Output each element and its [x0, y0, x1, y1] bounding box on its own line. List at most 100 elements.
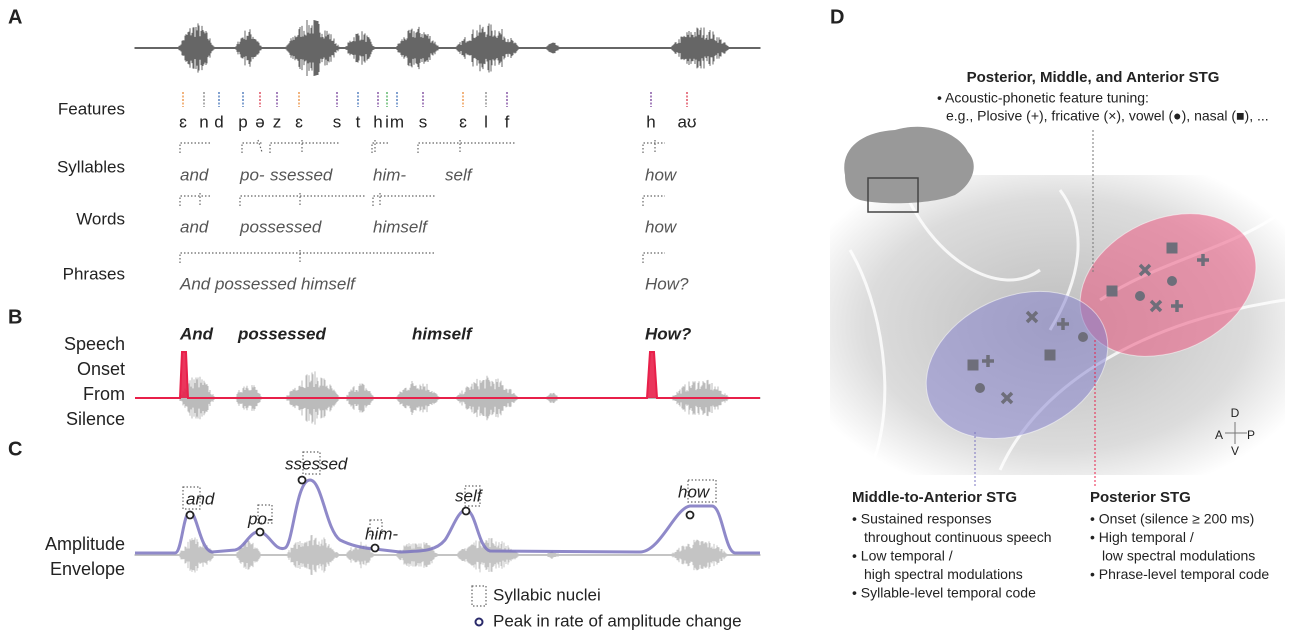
row-label: Features — [58, 99, 125, 118]
region-line: • Phrase-level temporal code — [1090, 566, 1269, 582]
panel-label: C — [8, 438, 22, 460]
legend-marker — [476, 619, 483, 626]
feature: t — [356, 112, 361, 131]
syllable: how — [678, 482, 711, 501]
feature: f — [505, 112, 510, 131]
dot-symbol — [1135, 291, 1145, 301]
row-label: Phrases — [63, 264, 125, 283]
syllable: and — [186, 489, 215, 508]
word: himself — [373, 217, 429, 236]
peak-marker — [187, 512, 194, 519]
region-line: low spectral modulations — [1102, 548, 1255, 564]
panel-label: A — [8, 6, 22, 28]
orientation: A — [1215, 428, 1223, 442]
square — [968, 360, 979, 371]
y-label: Silence — [66, 409, 125, 429]
feature: ɛ — [295, 112, 303, 131]
feature: aʊ — [677, 112, 696, 131]
region-title: Posterior, Middle, and Anterior STG — [967, 69, 1220, 86]
legend-box — [472, 586, 486, 606]
y-label: Envelope — [50, 559, 125, 579]
onset-word: himself — [412, 324, 474, 343]
y-label: Amplitude — [45, 534, 125, 554]
region-line: • Acoustic-phonetic feature tuning: — [937, 90, 1149, 106]
row-label: Syllables — [57, 157, 125, 176]
bracket — [373, 196, 435, 206]
bracket — [418, 143, 515, 153]
onset-word: How? — [645, 324, 692, 343]
onset-word: possessed — [237, 324, 326, 343]
feature: n — [199, 112, 208, 131]
y-label: Speech — [64, 334, 125, 354]
dot-symbol — [1167, 276, 1177, 286]
syllable: how — [645, 165, 678, 184]
bracket — [643, 143, 665, 153]
word: possessed — [239, 217, 322, 236]
word: how — [645, 217, 678, 236]
row-label: Words — [76, 209, 125, 228]
bracket — [180, 196, 212, 206]
feature: s — [333, 112, 342, 131]
syllable: self — [445, 165, 474, 184]
feature: z — [273, 112, 282, 131]
feature: ə — [255, 112, 264, 131]
square — [1167, 243, 1178, 254]
peak-marker — [299, 477, 306, 484]
dot-symbol — [1078, 332, 1088, 342]
bracket — [180, 253, 435, 263]
bracket — [270, 143, 340, 153]
panel-label: D — [830, 6, 844, 28]
feature: m — [390, 112, 404, 131]
feature: ɛ — [459, 112, 467, 131]
feature: d — [214, 112, 223, 131]
onset-trace — [135, 352, 760, 398]
legend-text: Syllabic nuclei — [493, 585, 601, 604]
peak-marker — [463, 508, 470, 515]
bracket — [240, 196, 365, 206]
bracket — [643, 196, 665, 206]
syllable: ssessed — [285, 454, 348, 473]
dot-symbol — [975, 383, 985, 393]
region-line: • Syllable-level temporal code — [852, 585, 1036, 601]
feature: s — [419, 112, 428, 131]
envelope — [135, 480, 760, 553]
peak-marker — [687, 512, 694, 519]
brain — [844, 127, 974, 203]
syllable: po- — [239, 165, 265, 184]
syllable: him- — [373, 165, 406, 184]
orientation: D — [1231, 406, 1240, 420]
region-line: • Onset (silence ≥ 200 ms) — [1090, 511, 1254, 527]
syllable: him- — [365, 524, 398, 543]
feature: h — [646, 112, 655, 131]
region-line: throughout continuous speech — [864, 529, 1052, 545]
legend-text: Peak in rate of amplitude change — [493, 611, 742, 630]
feature: p — [238, 112, 247, 131]
region-title: Posterior STG — [1090, 489, 1191, 506]
connector — [258, 140, 262, 152]
syllable: self — [455, 486, 484, 505]
region-line: e.g., Plosive (+), fricative (×), vowel … — [946, 108, 1269, 124]
peak-marker — [372, 545, 379, 552]
square — [1045, 350, 1056, 361]
feature: h — [373, 112, 382, 131]
square — [1107, 286, 1118, 297]
feature: i — [385, 112, 389, 131]
panel-label: B — [8, 306, 22, 328]
feature: l — [484, 112, 488, 131]
phrase: And possessed himself — [179, 274, 357, 293]
onset-word: And — [179, 324, 214, 343]
y-label: From — [83, 384, 125, 404]
region-line: • High temporal / — [1090, 529, 1194, 545]
bracket — [180, 143, 212, 153]
bracket — [643, 253, 665, 263]
syllable: ssessed — [270, 165, 333, 184]
waveform — [135, 535, 760, 575]
phrase: How? — [645, 274, 689, 293]
region-line: • Low temporal / — [852, 548, 953, 564]
region-line: high spectral modulations — [864, 566, 1023, 582]
orientation: V — [1231, 444, 1239, 458]
syllable: and — [180, 165, 209, 184]
region-line: • Sustained responses — [852, 511, 992, 527]
region-title: Middle-to-Anterior STG — [852, 489, 1017, 506]
y-label: Onset — [77, 359, 125, 379]
